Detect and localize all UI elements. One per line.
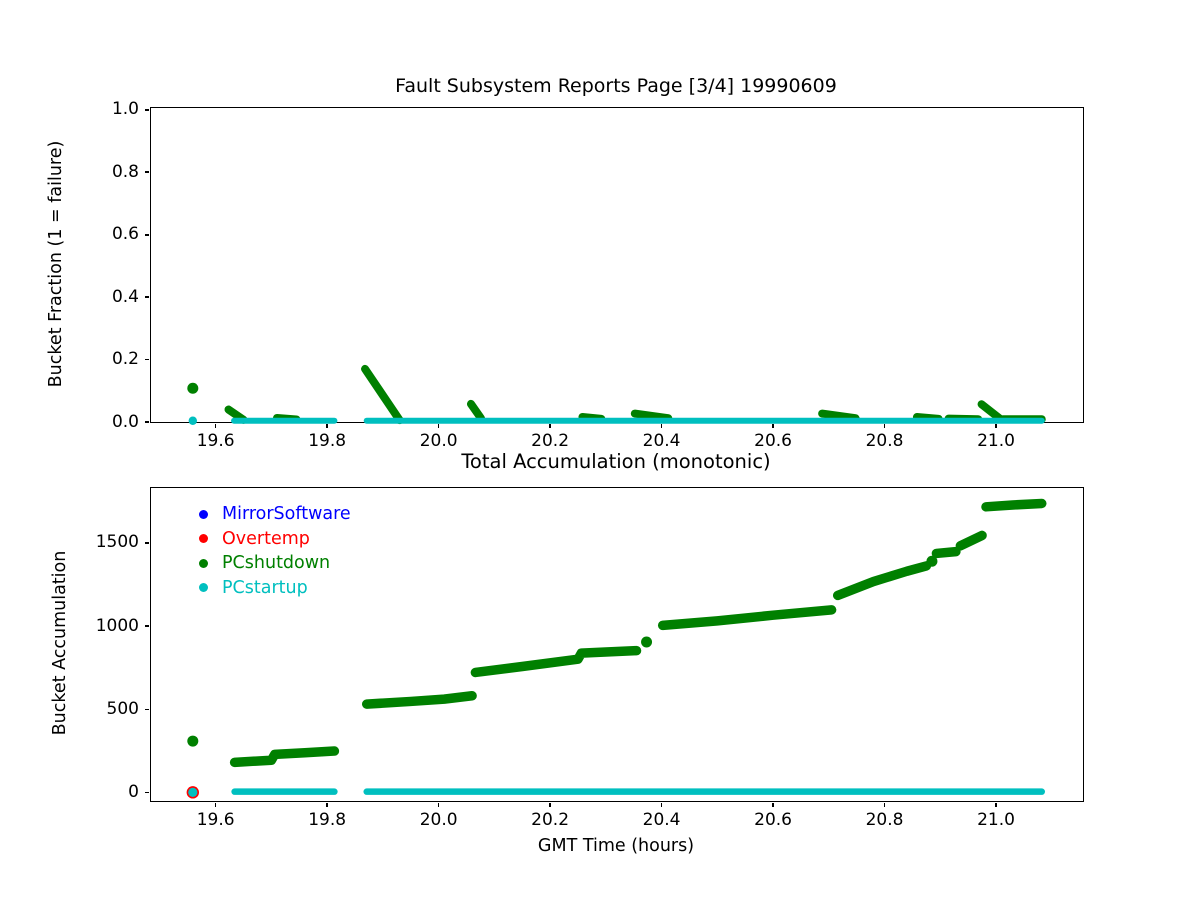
x-tick-mark [214,423,217,429]
top-plot-area: 19.6 19.8 20.0 20.2 20.4 20.6 20.8 21.0 0.0 0.2 0.… [112,99,1084,451]
x-tick-mark [883,423,886,429]
x-tick-label: 20.4 [642,431,681,451]
series-PCshutdown-run [630,409,673,423]
series-PCshutdown-point [187,735,199,747]
y-tick-mark [144,296,150,298]
y-tick-label: 500 [106,698,139,719]
x-tick-label: 20.0 [419,810,458,830]
x-tick-label: 20.2 [531,810,570,830]
x-tick-label: 20.6 [754,810,792,830]
x-tick-mark [772,802,774,808]
x-tick-label: 19.6 [196,810,235,830]
series-PCshutdown-run [818,409,860,423]
x-tick-label: 21.0 [977,810,1015,830]
y-tick-mark [144,233,150,236]
x-tick-label: 20.4 [642,810,681,830]
legend-label: MirrorSoftware [222,504,351,525]
x-tick-label: 21.0 [977,431,1015,451]
x-tick-label: 20.6 [754,431,792,451]
x-axis-label: GMT Time (hours) [537,836,695,856]
y-tick-label: 0.2 [111,349,139,370]
series-PCshutdown-run [832,561,932,601]
y-tick-label: 0.4 [111,286,139,307]
series-PCshutdown-run [229,746,340,768]
x-tick-mark [437,423,440,429]
series-PCshutdown-point [641,636,653,648]
series-PCstartup-point [188,416,198,425]
x-tick-label: 20.0 [419,431,458,451]
series-PCshutdown-point [926,555,938,567]
y-tick-mark [144,542,150,544]
x-tick-label: 19.6 [196,431,235,451]
bottom-plot-area: MirrorSoftware Overtemp PCshutdown PCstartu… [96,487,1084,830]
series-PCshutdown-run [470,645,642,678]
y-tick-label: 0 [128,782,139,803]
x-tick-label: 20.2 [531,431,570,451]
legend-marker-icon [199,583,208,593]
y-tick-label: 0.8 [111,161,139,182]
series-PCshutdown-run [361,364,404,425]
x-tick-mark [995,802,997,808]
top-scatter-svg [187,364,1046,425]
y-tick-mark [144,171,150,174]
legend-marker-icon [199,534,208,544]
x-tick-mark [772,423,774,429]
y-tick-label: 1500 [95,532,139,553]
legend-item-Overtemp: Overtemp [151,527,351,552]
y-tick-label: 0.6 [111,224,139,245]
legend-item-MirrorSoftware: MirrorSoftware [151,502,351,527]
series-PCshutdown-run [977,400,1004,423]
x-tick-mark [326,802,328,808]
x-tick-mark [549,423,551,429]
legend: MirrorSoftware Overtemp PCshutdown PCstartu… [151,502,351,600]
bottom-chart-title: Total Accumulation (monotonic) [461,450,771,473]
x-tick-label: 20.8 [865,810,904,830]
series-PCshutdown-run [955,530,987,551]
legend-label: PCshutdown [222,553,331,574]
x-tick-mark [883,802,886,808]
legend-item-PCshutdown: PCshutdown [151,551,351,576]
top-y-axis-label: Bucket Fraction (1 = failure) [46,140,66,388]
x-tick-mark [326,423,328,429]
x-tick-mark [214,802,217,808]
y-tick-mark [144,708,150,711]
series-PCshutdown-point [187,382,199,394]
x-tick-mark [437,802,440,808]
series-PCshutdown-run [466,399,485,423]
x-tick-label: 19.8 [308,810,347,830]
legend-marker-icon [199,509,208,519]
y-tick-mark [144,791,150,794]
y-tick-label: 1000 [95,615,139,636]
x-tick-mark [660,423,663,429]
legend-item-PCstartup: PCstartup [151,576,351,601]
top-chart-title: Fault Subsystem Reports Page [3/4] 19990… [395,75,837,97]
series-PCshutdown-run [931,546,961,559]
y-tick-mark [144,625,150,627]
y-tick-label: 1.0 [111,99,139,120]
y-tick-mark [144,358,150,361]
x-tick-mark [660,802,663,808]
x-tick-label: 20.8 [865,431,904,451]
x-tick-mark [549,802,551,808]
series-PCstartup-point [188,787,198,797]
series-PCshutdown-run [981,498,1047,512]
legend-label: Overtemp [222,528,310,549]
y-tick-label: 0.0 [111,411,139,432]
series-PCshutdown-run [361,691,477,709]
x-tick-mark [995,423,997,429]
legend-marker-icon [199,558,208,568]
legend-label: PCstartup [222,577,308,598]
x-tick-label: 19.8 [308,431,347,451]
series-PCshutdown-run [657,605,837,631]
bottom-y-axis-label: Bucket Accumulation [50,550,70,736]
y-tick-mark [144,109,150,111]
bottom-scatter-svg [186,498,1047,799]
y-tick-mark [144,421,150,423]
